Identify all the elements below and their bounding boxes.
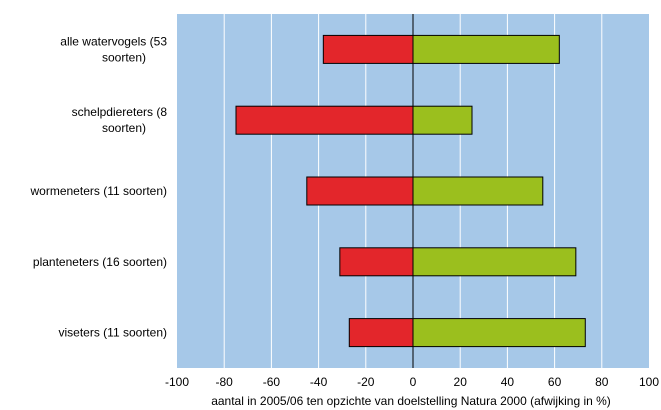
category-label: soorten) (102, 121, 146, 135)
x-tick-label: 40 (501, 375, 515, 389)
x-tick-label: 20 (454, 375, 468, 389)
bar-positive (412, 34, 560, 64)
x-tick-label: -40 (310, 375, 328, 389)
category-label: schelpdiereters (8 (72, 105, 168, 119)
bar-negative (348, 318, 414, 348)
bar-negative (339, 247, 414, 277)
x-tick-label: -20 (357, 375, 375, 389)
bar-negative (306, 176, 414, 206)
category-label: planteneters (16 soorten) (33, 255, 167, 269)
x-tick-label: 0 (410, 375, 417, 389)
x-tick-label: -80 (216, 375, 234, 389)
bar-positive (412, 247, 577, 277)
category-label: wormeneters (11 soorten) (30, 184, 168, 198)
category-labels: alle watervogels (53 soorten) schelpdieret… (30, 34, 168, 339)
x-tick-label: -60 (263, 375, 281, 389)
bars (235, 34, 586, 348)
bar-positive (412, 105, 473, 135)
bar-negative (322, 34, 414, 64)
x-tick-label: -100 (165, 375, 189, 389)
category-label: alle watervogels (53 (60, 34, 167, 48)
bar-negative (235, 105, 414, 135)
x-axis-title: aantal in 2005/06 ten opzichte van doels… (211, 394, 611, 408)
category-label: soorten) (102, 50, 146, 64)
bar-positive (412, 176, 544, 206)
category-label: viseters (11 soorten) (59, 326, 168, 340)
bar-positive (412, 318, 586, 348)
x-tick-label: 60 (548, 375, 562, 389)
x-tick-label: 100 (639, 375, 659, 389)
x-tick-label: 80 (595, 375, 609, 389)
x-tick-labels: -100 -80 -60 -40 -20 0 20 40 60 80 100 (165, 375, 659, 389)
